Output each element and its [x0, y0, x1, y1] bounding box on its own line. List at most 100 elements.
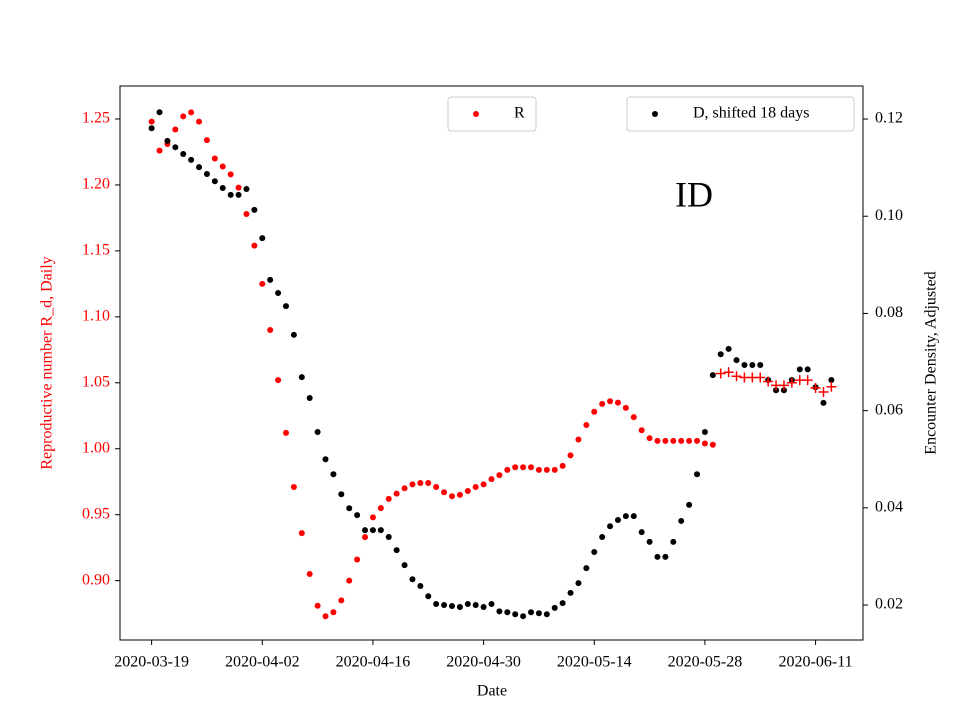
point	[401, 562, 408, 569]
point	[607, 523, 614, 530]
point	[346, 505, 353, 512]
y-tick-label: 1.05	[82, 373, 110, 390]
point	[243, 210, 250, 217]
point	[354, 556, 361, 563]
point	[338, 491, 345, 498]
point	[369, 514, 376, 521]
point	[504, 609, 511, 616]
axes-frame	[119, 85, 864, 641]
y2-axis-label: Encounter Density, Adjusted	[923, 271, 940, 454]
point	[622, 513, 629, 520]
point	[433, 601, 440, 608]
y2-tick-label: 0.06	[875, 401, 903, 418]
plus-marker	[802, 375, 813, 386]
point	[219, 185, 226, 192]
point	[156, 109, 163, 116]
point	[369, 527, 376, 534]
plus-marker	[763, 376, 774, 387]
x-tick-label: 2020-04-02	[225, 654, 300, 671]
legend-marker	[473, 111, 479, 117]
point	[401, 485, 408, 492]
y-tick-label: 0.95	[82, 505, 110, 522]
point	[828, 377, 835, 384]
point	[496, 608, 503, 615]
point	[456, 491, 463, 498]
point	[346, 577, 353, 584]
point	[512, 464, 519, 471]
point	[607, 398, 614, 405]
point	[694, 471, 701, 478]
point	[290, 483, 297, 490]
point	[251, 206, 258, 213]
point	[599, 400, 606, 407]
point	[203, 137, 210, 144]
plus-marker	[786, 377, 797, 388]
x-tick-label: 2020-06-11	[779, 654, 853, 671]
point	[528, 464, 535, 471]
plus-marker	[723, 367, 734, 378]
annotation: ID	[675, 174, 713, 214]
point	[622, 404, 629, 411]
point	[227, 191, 234, 198]
point	[646, 435, 653, 442]
y2-tick-label: 0.12	[875, 110, 903, 127]
y-tick-label: 1.20	[82, 176, 110, 193]
point	[377, 527, 384, 534]
point	[520, 613, 527, 620]
point	[496, 472, 503, 479]
y2-tick-label: 0.08	[875, 304, 903, 321]
point	[535, 466, 542, 473]
point	[196, 118, 203, 125]
point	[267, 327, 274, 334]
point	[591, 549, 598, 556]
point	[528, 609, 535, 616]
point	[638, 427, 645, 434]
point	[678, 437, 685, 444]
plus-marker	[755, 372, 766, 383]
point	[448, 602, 455, 609]
point	[338, 597, 345, 604]
point	[583, 565, 590, 572]
point	[362, 527, 369, 534]
point	[725, 345, 732, 352]
legend-box	[626, 96, 855, 132]
point	[362, 534, 369, 541]
x-axis-label: Date	[477, 683, 507, 700]
point	[741, 361, 748, 368]
x-tick-label: 2020-05-28	[668, 654, 743, 671]
point	[211, 178, 218, 185]
point	[543, 611, 550, 618]
point	[535, 610, 542, 617]
point	[393, 547, 400, 554]
point	[559, 462, 566, 469]
point	[757, 361, 764, 368]
point	[686, 437, 693, 444]
point	[504, 466, 511, 473]
legend-label: D, shifted 18 days	[693, 105, 809, 122]
point	[480, 481, 487, 488]
point	[282, 303, 289, 310]
point	[614, 516, 621, 523]
point	[314, 602, 321, 609]
point	[670, 437, 677, 444]
legend-marker	[652, 111, 658, 117]
point	[306, 571, 313, 578]
point	[377, 505, 384, 512]
x-tick-label: 2020-03-19	[114, 654, 189, 671]
plus-marker	[731, 371, 742, 382]
point	[820, 399, 827, 406]
x-tick-label: 2020-05-14	[557, 654, 632, 671]
point	[148, 118, 155, 125]
plus-marker	[826, 381, 837, 392]
y2-tick-label: 0.04	[875, 498, 903, 515]
point	[172, 144, 179, 151]
y-tick-label: 0.90	[82, 571, 110, 588]
point	[164, 137, 171, 144]
point	[322, 613, 329, 620]
point	[599, 533, 606, 540]
point	[180, 151, 187, 158]
point	[298, 530, 305, 537]
point	[551, 604, 558, 611]
point	[488, 476, 495, 483]
